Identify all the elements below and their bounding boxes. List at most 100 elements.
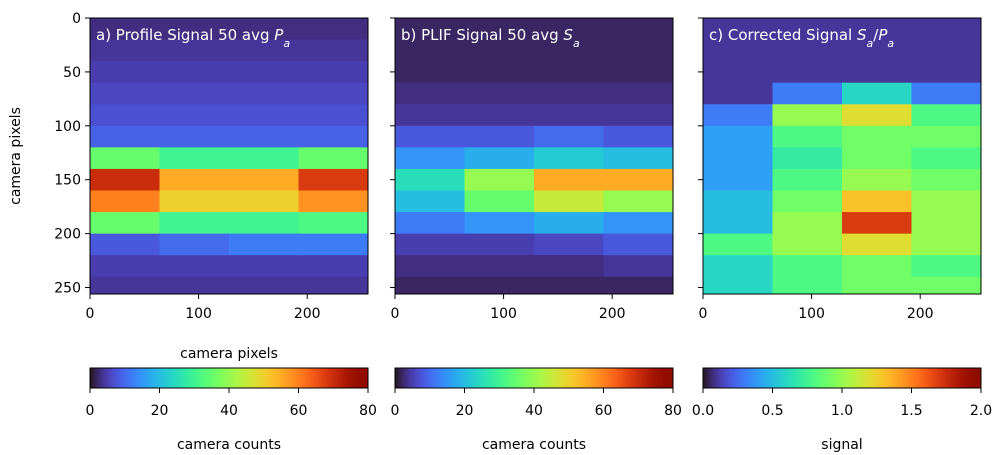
colorbar-tick-label: 1.5	[900, 403, 922, 419]
colorbar-tick-label: 60	[290, 403, 308, 419]
x-tick-label: 100	[490, 306, 517, 322]
heatmap-cell	[534, 82, 604, 105]
heatmap-cell	[90, 61, 160, 84]
heatmap-cell	[159, 82, 230, 105]
heatmap-cell	[90, 168, 160, 191]
heatmap-cell	[298, 147, 368, 170]
heatmap-cell	[842, 18, 912, 41]
y-tick-label: 250	[54, 281, 81, 297]
heatmap-cell	[703, 212, 773, 235]
heatmap-cell	[90, 18, 160, 41]
heatmap-cell	[464, 82, 535, 105]
heatmap-cell	[159, 190, 230, 213]
heatmap-cell	[395, 168, 465, 191]
panel: c) Corrected Signal Sa/Pa0 100 200	[698, 17, 982, 322]
panel-title: b) PLIF Signal 50 avg Sa	[401, 26, 580, 50]
heatmap-cell	[911, 233, 981, 256]
colorbar: 0 20 40 60 80 camera counts	[391, 367, 682, 453]
panel-title: c) Corrected Signal Sa/Pa	[709, 26, 894, 50]
heatmap-cell	[703, 147, 773, 170]
heatmap-cell	[298, 212, 368, 235]
colorbar-fill	[394, 367, 674, 389]
heatmap-cell	[534, 147, 604, 170]
heatmap-cell	[298, 18, 368, 41]
heatmap-cell	[842, 168, 912, 191]
colorbar-tick-label: 80	[359, 403, 377, 419]
heatmap-cell	[395, 233, 465, 256]
heatmap-cell	[90, 104, 160, 127]
heatmap-cell	[772, 255, 843, 278]
heatmap-cell	[464, 18, 535, 41]
heatmap-cell	[298, 61, 368, 84]
title-part: c) Corrected Signal	[709, 26, 857, 44]
heatmap-cell	[603, 61, 673, 84]
heatmap	[703, 18, 981, 294]
heatmap-cell	[911, 190, 981, 213]
heatmap-cell	[298, 255, 368, 278]
heatmap-cell	[395, 147, 465, 170]
heatmap-cell	[534, 125, 604, 148]
heatmap-cell	[534, 255, 604, 278]
heatmap-cell	[703, 82, 773, 105]
heatmap-cell	[90, 147, 160, 170]
heatmap-cell	[90, 276, 160, 294]
heatmap-cell	[603, 39, 673, 62]
heatmap-cell	[842, 147, 912, 170]
panel: a) Profile Signal 50 avg Pa 0 100 200 0 50 100…	[8, 11, 369, 362]
title-part: a) Profile Signal 50 avg	[96, 26, 274, 44]
heatmap-cell	[464, 255, 535, 278]
heatmap-cell	[159, 18, 230, 41]
colorbar-label: camera counts	[482, 437, 586, 453]
heatmap-cell	[534, 39, 604, 62]
title-part: a	[867, 37, 874, 50]
plot-frame	[89, 17, 369, 295]
heatmap-cell	[703, 276, 773, 294]
heatmap-cell	[842, 39, 912, 62]
heatmap-cell	[464, 168, 535, 191]
heatmap-cell	[464, 147, 535, 170]
heatmap-cell	[298, 39, 368, 62]
heatmap-cell	[911, 18, 981, 41]
heatmap-cell	[159, 104, 230, 127]
colorbar-tick-label: 2.0	[970, 403, 992, 419]
heatmap-cell	[464, 233, 535, 256]
heatmap-cell	[603, 233, 673, 256]
colorbar-fill	[89, 367, 369, 389]
heatmap-cell	[772, 82, 843, 105]
heatmap-cell	[772, 276, 843, 294]
heatmap-cell	[90, 233, 160, 256]
heatmap-cell	[229, 82, 299, 105]
heatmap-cell	[464, 190, 535, 213]
colorbar-tick-label: 1.0	[831, 403, 853, 419]
heatmap-cell	[229, 61, 299, 84]
heatmap-cell	[229, 39, 299, 62]
heatmap-cell	[90, 39, 160, 62]
heatmap-cell	[772, 18, 843, 41]
heatmap-cell	[229, 190, 299, 213]
heatmap-cell	[911, 104, 981, 127]
heatmap-cell	[703, 168, 773, 191]
heatmap-cell	[703, 125, 773, 148]
heatmap-cell	[159, 276, 230, 294]
y-tick-label: 50	[63, 65, 81, 81]
heatmap-cell	[703, 39, 773, 62]
heatmap-cell	[395, 190, 465, 213]
heatmap-cell	[603, 147, 673, 170]
heatmap-cell	[90, 255, 160, 278]
heatmap-cell	[911, 82, 981, 105]
heatmap-cell	[534, 18, 604, 41]
y-tick-label: 0	[72, 11, 81, 27]
title-part: P	[878, 26, 888, 44]
x-tick-label: 200	[599, 306, 626, 322]
colorbar-tick-label: 0.5	[761, 403, 783, 419]
heatmap-cell	[395, 276, 465, 294]
x-tick-label: 200	[294, 306, 321, 322]
heatmap-cell	[703, 104, 773, 127]
title-part: P	[274, 26, 284, 44]
colorbar-tick-label: 0.0	[692, 403, 714, 419]
heatmap-cell	[90, 82, 160, 105]
heatmap-cell	[395, 125, 465, 148]
heatmap-cell	[911, 255, 981, 278]
y-axis-label: camera pixels	[8, 107, 24, 205]
